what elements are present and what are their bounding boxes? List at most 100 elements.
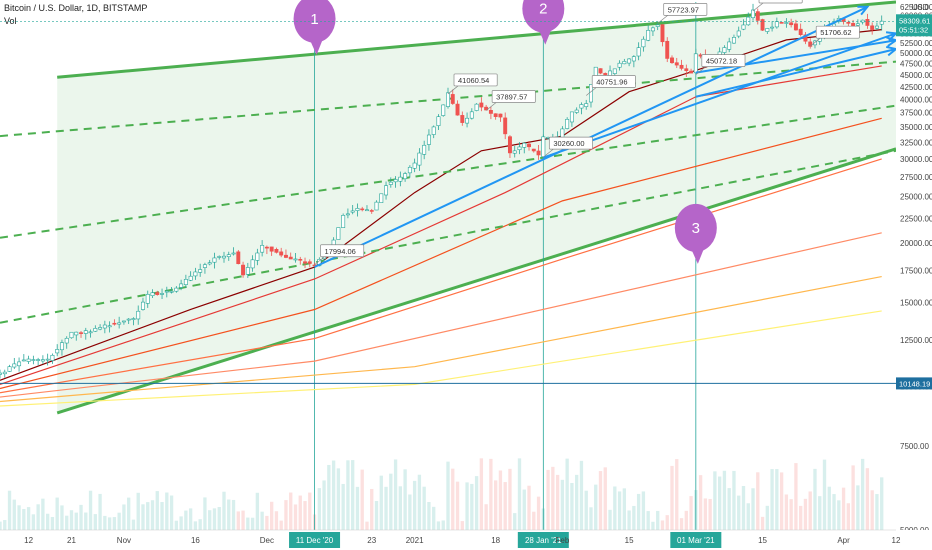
volume-bar: [460, 521, 464, 530]
candle-body: [274, 249, 279, 253]
volume-bar: [474, 476, 479, 530]
volume-bar: [74, 512, 78, 530]
candle-body: [93, 328, 98, 332]
candle-body: [484, 106, 489, 111]
candle-body: [731, 36, 736, 44]
candle-body: [660, 24, 665, 43]
callout-leader: [585, 87, 597, 96]
volume-bar: [146, 502, 150, 530]
volume-bar: [722, 470, 727, 530]
time-tick-label: 12: [24, 536, 33, 545]
candle-body: [779, 22, 784, 24]
callout-label: 37897.57: [496, 93, 527, 102]
volume-bar: [141, 504, 145, 530]
candle-body: [98, 327, 103, 330]
volume-bar: [779, 472, 784, 530]
candle-body: [198, 269, 203, 273]
candle-body: [808, 41, 813, 47]
candle-body: [789, 22, 794, 26]
volume-bar: [169, 495, 174, 530]
volume-bar: [756, 472, 760, 530]
volume-bar: [331, 460, 336, 530]
volume-bar: [632, 505, 636, 530]
volume-bar: [179, 516, 183, 530]
price-tick-label: 45000.00: [900, 71, 932, 80]
volume-bar: [370, 488, 374, 530]
candle-body: [350, 210, 355, 213]
candle-body: [393, 179, 398, 183]
callout-leader: [314, 256, 325, 266]
callout-box: [453, 73, 498, 87]
candle-body: [693, 53, 698, 74]
volume-bar: [856, 485, 860, 530]
price-tick-label: 15000.00: [900, 298, 932, 307]
candle-body: [584, 103, 589, 107]
price-tick-label: 47500.00: [900, 60, 932, 69]
volume-bar: [45, 513, 50, 530]
candle-body: [460, 115, 465, 123]
candle-body: [55, 349, 60, 354]
candle-body: [741, 24, 746, 30]
volume-bar: [498, 470, 503, 530]
marker-label: 2: [539, 1, 547, 18]
volume-bar: [613, 486, 617, 530]
volume-bar: [503, 482, 507, 530]
volume-bar: [293, 504, 298, 530]
volume-bar: [88, 490, 93, 530]
candle-body: [469, 111, 474, 119]
volume-bar: [203, 497, 207, 530]
channel-lower-line: [56, 147, 897, 415]
last-price-label: 58309.61: [899, 16, 930, 25]
volume-bar: [284, 500, 288, 530]
volume-bar: [656, 510, 660, 530]
volume-bar: [327, 464, 331, 530]
callout-label: 41060.54: [458, 76, 489, 85]
candle-body: [21, 359, 26, 362]
volume-bar: [3, 520, 7, 530]
candle-body: [183, 278, 188, 285]
volume-bar: [279, 520, 283, 530]
candle-body: [145, 293, 150, 304]
candle-body: [879, 20, 884, 25]
volume-bar: [432, 506, 436, 530]
candle-body: [679, 64, 684, 69]
volume-bar: [417, 474, 422, 530]
price-axis-bg: [896, 0, 932, 550]
volume-bar: [103, 515, 107, 530]
volume-bar: [799, 505, 803, 530]
channel-layer: [56, 0, 897, 415]
candle-body: [345, 213, 350, 216]
moving-average-line: [0, 65, 882, 385]
price-tick-label: 50000.00: [900, 49, 932, 58]
candle-body: [426, 134, 431, 145]
candle-body: [446, 92, 450, 107]
candle-body: [507, 136, 512, 154]
candle-body: [670, 57, 674, 64]
volume-bar: [84, 512, 88, 530]
volume-bar: [389, 473, 393, 530]
candle-body: [64, 337, 69, 344]
volume-bar: [422, 486, 426, 530]
volume-bar: [322, 480, 326, 530]
candle-body: [736, 30, 741, 37]
time-tick-highlight: [289, 532, 341, 548]
volume-bar: [217, 507, 221, 530]
candle-body: [298, 258, 303, 261]
volume-bar: [827, 486, 831, 530]
volume-bar: [717, 476, 722, 530]
volume-bar: [794, 463, 798, 530]
trend-line: [695, 39, 897, 74]
time-axis[interactable]: 12 21 Nov 16 Dec 11 Dec '20 23 2021 18 28 Jan '21…: [0, 529, 932, 550]
volume-bar: [303, 501, 307, 530]
volume-bar: [384, 486, 388, 530]
candle-body: [431, 126, 436, 135]
volume-bar: [627, 510, 631, 530]
callout-leader: [695, 66, 707, 75]
volume-bar: [408, 494, 412, 530]
volume-bar: [870, 490, 874, 530]
price-tick-label: 40000.00: [900, 95, 932, 104]
volume-bar: [355, 486, 360, 530]
candle-body: [31, 359, 36, 361]
